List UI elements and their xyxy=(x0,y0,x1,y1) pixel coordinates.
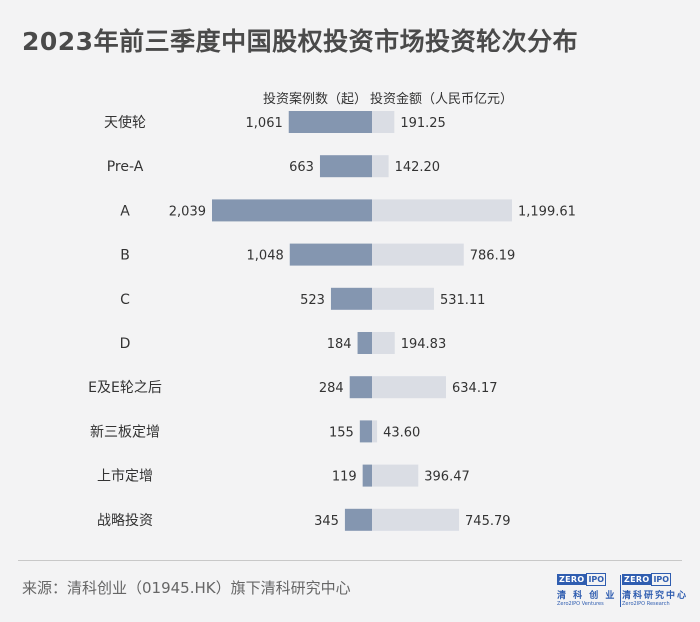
source-note: 来源：清科创业（01945.HK）旗下清科研究中心 xyxy=(22,579,351,597)
count-bar xyxy=(344,508,372,531)
category-label: D xyxy=(120,336,131,352)
amount-value-label: 531.11 xyxy=(440,293,486,308)
count-bar xyxy=(359,420,372,443)
amount-value-label: 194.83 xyxy=(401,337,447,352)
amount-bar xyxy=(372,199,512,222)
category-label: Pre-A xyxy=(107,159,144,175)
amount-bar xyxy=(372,420,378,443)
count-value-label: 119 xyxy=(332,470,357,485)
count-value-label: 184 xyxy=(327,337,352,352)
count-value-label: 1,048 xyxy=(247,249,284,264)
count-value-label: 1,061 xyxy=(246,116,283,131)
zero2ipo-research-logo: ZERO IPO 清科研究中心 Zero2IPO Research xyxy=(622,573,689,607)
count-bar xyxy=(357,332,372,354)
logo-separator xyxy=(620,575,621,607)
legend-count: 投资案例数（起） xyxy=(262,92,367,107)
count-value-label: 663 xyxy=(289,160,314,175)
category-label: 战略投资 xyxy=(97,513,153,529)
count-bar xyxy=(349,376,372,399)
amount-bar xyxy=(372,464,419,487)
category-label: A xyxy=(120,203,130,219)
amount-value-label: 786.19 xyxy=(470,249,515,264)
count-bar xyxy=(330,287,372,310)
amount-bar xyxy=(372,155,389,178)
chart-title: 2023年前三季度中国股权投资市场投资轮次分布 xyxy=(22,27,579,56)
category-label: 天使轮 xyxy=(104,114,146,131)
count-value-label: 284 xyxy=(319,381,344,396)
count-bar xyxy=(288,111,372,133)
count-value-label: 155 xyxy=(329,425,354,440)
count-bar xyxy=(362,464,372,487)
amount-bar xyxy=(372,376,447,399)
amount-bar xyxy=(372,287,434,310)
count-value-label: 2,039 xyxy=(169,204,206,219)
amount-value-label: 634.17 xyxy=(452,381,498,396)
count-bar xyxy=(319,155,372,178)
category-label: B xyxy=(120,248,130,264)
count-bar xyxy=(289,243,372,266)
amount-value-label: 1,199.61 xyxy=(518,204,576,219)
footer-divider xyxy=(18,560,682,561)
category-label: 上市定增 xyxy=(97,468,153,485)
count-value-label: 345 xyxy=(314,514,339,529)
amount-bar xyxy=(372,508,460,531)
count-bar xyxy=(212,199,372,222)
category-label: E及E轮之后 xyxy=(88,380,162,396)
legend-amount: 投资金额（人民币亿元） xyxy=(370,92,514,107)
category-label: 新三板定增 xyxy=(90,424,160,440)
count-value-label: 523 xyxy=(300,293,325,308)
amount-bar xyxy=(372,243,464,266)
amount-value-label: 396.47 xyxy=(424,470,470,485)
amount-value-label: 191.25 xyxy=(400,116,446,131)
category-label: C xyxy=(120,292,130,308)
amount-bar xyxy=(372,332,395,354)
amount-bar xyxy=(372,111,395,133)
zero2ipo-ventures-logo: ZERO IPO 清 科 创 业 Zero2IPO Ventures xyxy=(557,573,617,607)
diverging-bar-chart: 天使轮 1,061 191.25 Pre-A 663 142.20 A 2,039 1,199.… xyxy=(88,111,576,531)
amount-value-label: 142.20 xyxy=(395,160,441,175)
amount-value-label: 745.79 xyxy=(465,514,511,529)
amount-value-label: 43.60 xyxy=(383,425,420,440)
